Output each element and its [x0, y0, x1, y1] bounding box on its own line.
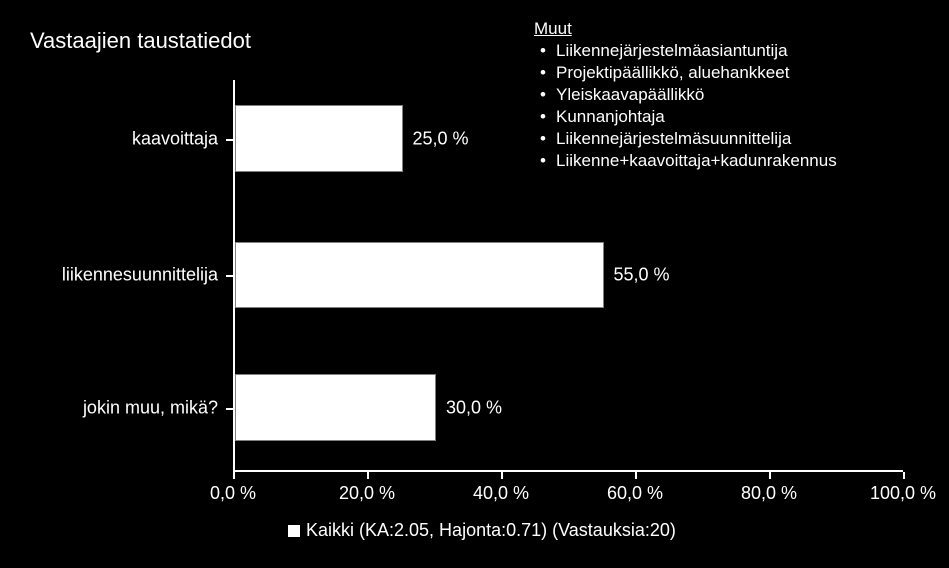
category-label: liikennesuunnittelija — [62, 265, 218, 286]
bar-value-label: 55,0 % — [614, 265, 670, 286]
x-tick — [233, 472, 235, 479]
x-tick-label: 20,0 % — [339, 483, 395, 504]
bar-value-label: 30,0 % — [446, 397, 502, 418]
legend-swatch — [288, 525, 300, 537]
y-tick — [226, 139, 233, 141]
chart-title-text: Vastaajien taustatiedot — [30, 28, 251, 53]
chart-title: Vastaajien taustatiedot — [30, 28, 251, 54]
x-tick-label: 80,0 % — [741, 483, 797, 504]
x-tick — [769, 472, 771, 479]
chart-legend: Kaikki (KA:2.05, Hajonta:0.71) (Vastauks… — [288, 520, 676, 541]
chart-plot: 0,0 %20,0 %40,0 %60,0 %80,0 %100,0 %kaav… — [233, 80, 903, 470]
x-tick-label: 40,0 % — [473, 483, 529, 504]
category-label: kaavoittaja — [132, 128, 218, 149]
x-axis — [233, 470, 903, 472]
category-label: jokin muu, mikä? — [83, 397, 218, 418]
bar-value-label: 25,0 % — [413, 128, 469, 149]
x-tick — [501, 472, 503, 479]
y-tick — [226, 275, 233, 277]
bar — [235, 374, 436, 440]
x-tick — [903, 472, 905, 479]
bar — [235, 242, 604, 308]
bar — [235, 105, 403, 171]
x-tick — [367, 472, 369, 479]
chart-plot-area: 0,0 %20,0 %40,0 %60,0 %80,0 %100,0 %kaav… — [233, 80, 903, 470]
muut-heading: Muut — [534, 18, 837, 40]
legend-label: Kaikki (KA:2.05, Hajonta:0.71) (Vastauks… — [306, 520, 676, 541]
x-tick — [635, 472, 637, 479]
x-tick-label: 60,0 % — [607, 483, 663, 504]
x-tick-label: 100,0 % — [870, 483, 936, 504]
x-tick-label: 0,0 % — [210, 483, 256, 504]
y-tick — [226, 408, 233, 410]
muut-list-item: Liikennejärjestelmäasiantuntija — [534, 40, 837, 62]
